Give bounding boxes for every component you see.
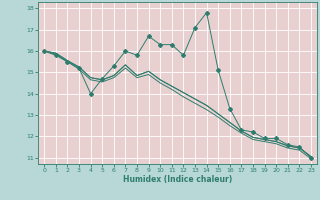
X-axis label: Humidex (Indice chaleur): Humidex (Indice chaleur) [123,175,232,184]
